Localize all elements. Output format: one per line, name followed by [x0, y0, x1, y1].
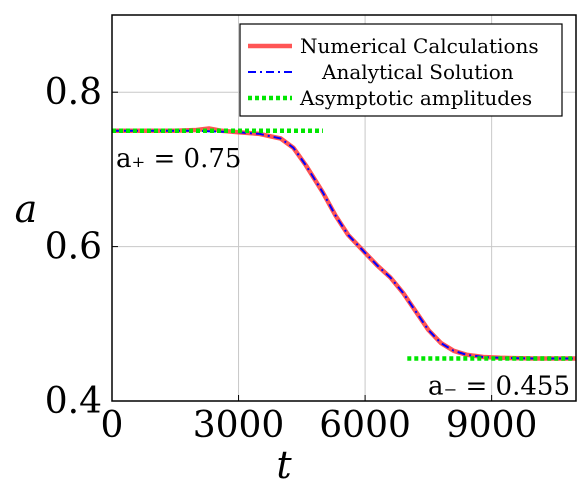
y-tick-label: 0.8	[45, 72, 102, 113]
plot-lines	[112, 126, 576, 361]
x-axis-label: t	[276, 443, 292, 486]
legend-label-1: Numerical Calculations	[300, 34, 539, 58]
annotation-label-1: a₊ = 0.75	[116, 144, 241, 174]
legend-label-2: Analytical Solution	[321, 60, 514, 84]
x-tick-label: 9000	[446, 405, 538, 446]
x-tick-label: 6000	[319, 405, 411, 446]
axes-frame	[111, 14, 577, 402]
legend-label-3: Asymptotic amplitudes	[299, 86, 532, 110]
y-axis-label: a	[15, 187, 38, 231]
y-tick-label: 0.4	[45, 381, 102, 422]
y-ticks: 0.4 0.6 0.8	[45, 72, 118, 422]
annotations: a₊ = 0.75 a₋ = 0.455	[116, 144, 570, 402]
y-tick-label: 0.6	[45, 227, 102, 268]
x-ticks: 0 3000 6000 9000	[101, 395, 538, 446]
annotation-label-2: a₋ = 0.455	[428, 372, 570, 402]
x-tick-label: 3000	[193, 405, 285, 446]
x-tick-label: 0	[101, 405, 124, 446]
legend-box	[239, 23, 563, 117]
